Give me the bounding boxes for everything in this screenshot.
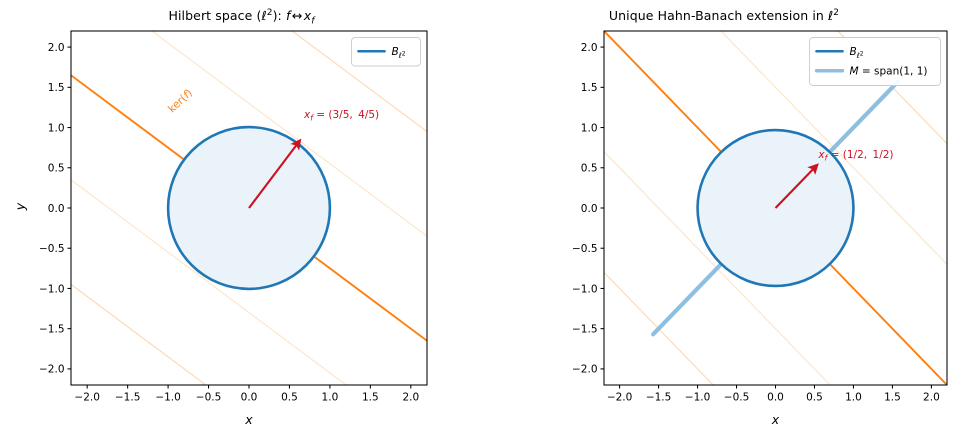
x-tick-label: 1.5 — [362, 392, 379, 404]
level-set-line — [836, 31, 947, 145]
y-axis-ticks: −2.0 −1.5 −1.0 −0.5 0.0 0.5 1.0 1.5 2.0 — [39, 42, 71, 376]
x-tick-label: 0.0 — [241, 392, 258, 404]
legend-label: Bℓ2 — [850, 46, 864, 60]
ell-symbol: ℓ — [261, 8, 267, 24]
annotation-text: xf = (1/2, 1/2) — [817, 149, 893, 163]
y-tick-label: 1.5 — [48, 82, 65, 94]
vector-arrow-xf — [248, 138, 302, 209]
x-tick-label: 1.0 — [845, 392, 862, 404]
level-set-line — [604, 150, 831, 385]
y-tick-label: 1.5 — [581, 82, 598, 94]
y-tick-label: −0.5 — [39, 243, 65, 255]
y-tick-label: 2.0 — [48, 42, 65, 54]
axes-left: −2.0 −1.5 −1.0 −0.5 0.0 0.5 1.0 1.5 2.0−2.0−1.5−… — [39, 30, 428, 404]
legend-box — [351, 37, 421, 67]
y-tick-label: 1.0 — [48, 122, 65, 134]
plot-content — [71, 31, 427, 385]
ell-symbol: ℓ — [828, 8, 834, 24]
y-tick-label: −2.0 — [39, 364, 65, 376]
annotation-xf-label: xf = (3/5, 4/5) — [303, 109, 379, 123]
legend-label: Bℓ2 — [392, 46, 406, 60]
x-tick-label: 1.0 — [322, 392, 339, 404]
x-axis-ticks: −2.0 −1.5 −1.0 −0.5 0.0 0.5 1.0 1.5 2.0 — [607, 385, 940, 404]
annotation-text: xf = (3/5, 4/5) — [303, 109, 379, 123]
x-tick-label: −1.5 — [115, 392, 141, 404]
x-tick-label: 2.0 — [923, 392, 940, 404]
legend: Bℓ2 — [351, 37, 421, 67]
y-tick-label: −2.0 — [572, 364, 598, 376]
y-tick-label: −1.0 — [39, 283, 65, 295]
y-tick-label: −1.0 — [572, 283, 598, 295]
level-set-line — [604, 271, 715, 385]
y-tick-label: 0.5 — [48, 163, 65, 175]
axis-label-y-left: y — [12, 202, 28, 211]
y-tick-label: 0.0 — [48, 203, 65, 215]
legend: Bℓ2 M = span(1, 1) — [809, 37, 941, 86]
legend-box — [809, 37, 941, 86]
x-tick-label: −1.5 — [646, 392, 672, 404]
x-tick-label: −0.5 — [196, 392, 222, 404]
axis-label-x-left: x — [245, 412, 253, 427]
plot-content — [604, 31, 947, 385]
annotation-kernel-label: ker(f) — [166, 87, 195, 115]
subplot-hilbert-space: Hilbert space (ℓ2): f ↔ xf −2.0 −1.5 −1.0−… — [12, 8, 428, 427]
annotation-text: ker(f) — [166, 87, 195, 115]
x-tick-label: −0.5 — [724, 392, 750, 404]
x-tick-label: −1.0 — [155, 392, 181, 404]
y-axis-ticks: −2.0 −1.5 −1.0 −0.5 0.0 0.5 1.0 1.5 2.0 — [572, 42, 604, 376]
level-set-line — [71, 283, 207, 385]
x-tick-label: 0.5 — [806, 392, 823, 404]
y-tick-label: −1.5 — [39, 323, 65, 335]
level-set-line — [720, 31, 947, 266]
x-tick-label: 0.0 — [767, 392, 784, 404]
panel-title-right: Unique Hahn-Banach extension in ℓ2 — [608, 8, 840, 24]
axes-right: −2.0 −1.5 −1.0 −0.5 0.0 0.5 1.0 1.5 2.0−2.0−1.5−… — [572, 30, 948, 404]
vector-arrow-xf — [774, 163, 819, 209]
y-tick-label: −1.5 — [572, 323, 598, 335]
x-tick-label: −2.0 — [607, 392, 633, 404]
annotation-xf-label: xf = (1/2, 1/2) — [817, 149, 893, 163]
level-set-line — [71, 179, 348, 385]
subplot-hahn-banach: Unique Hahn-Banach extension in ℓ2 −2.0−… — [483, 0, 965, 440]
level-set-line — [291, 31, 427, 133]
level-set-line — [150, 31, 427, 237]
y-tick-label: −0.5 — [572, 243, 598, 255]
x-tick-label: 2.0 — [402, 392, 419, 404]
panel-title-left: Hilbert space (ℓ2): f ↔ xf — [168, 8, 315, 27]
x-tick-label: 0.5 — [281, 392, 298, 404]
y-tick-label: 2.0 — [581, 42, 598, 54]
y-tick-label: 0.0 — [581, 203, 598, 215]
x-tick-label: −2.0 — [74, 392, 100, 404]
x-tick-label: −1.0 — [685, 392, 711, 404]
axis-label-x-right: x — [771, 412, 780, 427]
legend-label: M = span(1, 1) — [850, 66, 928, 78]
x-axis-ticks: −2.0 −1.5 −1.0 −0.5 0.0 0.5 1.0 1.5 2.0 — [74, 385, 419, 404]
y-tick-label: 1.0 — [581, 122, 598, 134]
x-tick-label: 1.5 — [884, 392, 901, 404]
y-tick-label: 0.5 — [581, 163, 598, 175]
